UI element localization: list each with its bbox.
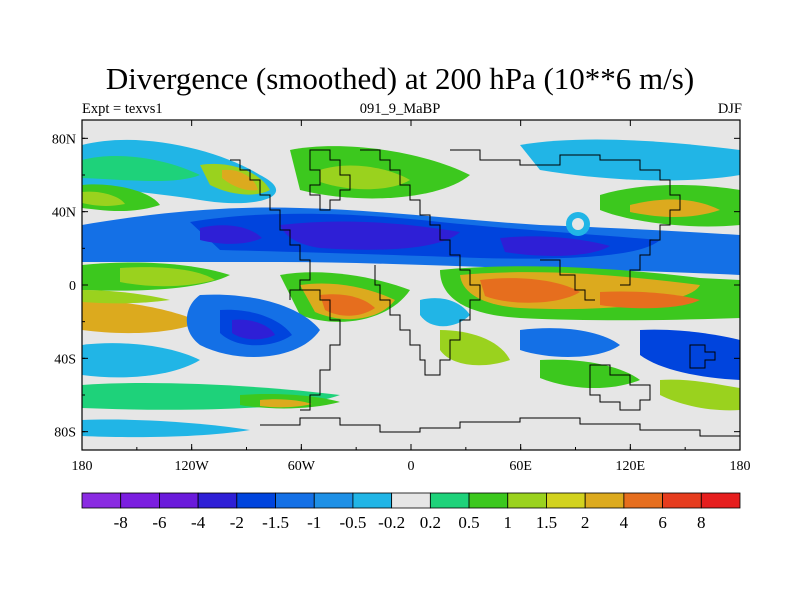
colorbar-swatch — [546, 492, 586, 509]
x-tick-label: 180 — [72, 459, 93, 474]
coastline-eurasia — [450, 149, 681, 286]
colorbar-level-label: -6 — [152, 513, 166, 532]
colorbar: -8 -6 -4 -2 -1.5 -1 -0.5 -0.2 0.2 0.5 1 1.5 2 4 6 8 — [81, 492, 741, 532]
colorbar-swatch — [662, 492, 702, 509]
contour-subtropical-max-a — [280, 221, 460, 250]
colorbar-level-label: 0.2 — [420, 513, 441, 532]
contour-maritime-red — [600, 291, 700, 309]
colorbar-level-label: 0.5 — [458, 513, 479, 532]
contour-north-pacific-green — [82, 155, 200, 182]
colorbar-level-label: 1.5 — [536, 513, 557, 532]
contour-south-pacific-yellow — [82, 290, 170, 304]
colorbar-level-label: -1 — [307, 513, 321, 532]
colorbar-swatch — [81, 492, 122, 509]
colorbar-level-label: -1.5 — [262, 513, 289, 532]
colorbar-level-label: 8 — [697, 513, 706, 532]
contour-pacific-eq-yellow — [120, 267, 215, 287]
x-tick-label: 60E — [509, 459, 532, 474]
colorbar-swatch — [468, 492, 509, 509]
contour-southern-ocean-orange — [260, 399, 312, 408]
contour-samerica-red — [320, 294, 375, 316]
experiment-label: Expt = texvs1 — [82, 101, 163, 117]
y-tick-label: 80N — [52, 132, 76, 147]
x-tick-label: 120W — [175, 459, 210, 474]
x-tick-label: 60W — [288, 459, 316, 474]
colorbar-level-label: -2 — [230, 513, 244, 532]
colorbar-swatch — [507, 492, 547, 509]
coastline-greenland — [309, 149, 351, 211]
contour-subtropical-max-b — [500, 236, 610, 256]
colorbar-level-label: 4 — [620, 513, 629, 532]
coastline-south-america — [300, 289, 341, 411]
colorbar-level-label: 1 — [504, 513, 513, 532]
contour-north-pacific-orange — [222, 169, 258, 191]
colorbar-swatch — [159, 492, 199, 509]
contour-southern-ocean-blue — [82, 343, 200, 378]
chart-title: Divergence (smoothed) at 200 hPa (10**6 … — [105, 61, 695, 96]
colorbar-swatch — [236, 492, 276, 509]
colorbar-level-label: -0.5 — [339, 513, 366, 532]
y-tick-label: 80S — [54, 426, 76, 441]
colorbar-level-label: -4 — [191, 513, 206, 532]
colorbar-level-label: -8 — [114, 513, 128, 532]
colorbar-swatch — [429, 492, 470, 509]
coastline-new-zealand — [689, 344, 716, 369]
contour-field — [82, 120, 740, 450]
coastline-africa-europe — [360, 149, 481, 376]
contour-far-west-yellow — [82, 191, 125, 206]
colorbar-level-label: 2 — [581, 513, 590, 532]
colorbar-swatch — [391, 492, 431, 509]
colorbar-level-label: -0.2 — [378, 513, 405, 532]
season-label: DJF — [717, 101, 742, 117]
contour-southeast-yellow — [660, 379, 740, 411]
colorbar-swatch — [584, 492, 625, 509]
coastline — [230, 149, 740, 437]
contour-subtropical-max-c — [200, 225, 262, 244]
x-tick-label: 120E — [616, 459, 646, 474]
colorbar-level-label: 6 — [658, 513, 667, 532]
contour-north-asia-orange — [630, 199, 720, 217]
contour-south-atlantic-yellow — [440, 330, 510, 366]
contour-indian-ocean-red — [480, 278, 580, 303]
coastline-north-america — [230, 159, 311, 300]
contour-asia-cell-inner — [572, 218, 584, 230]
y-tick-label: 40S — [54, 352, 76, 367]
coastline-antarctica — [260, 417, 740, 437]
case-label: 091_9_MaBP — [359, 101, 441, 117]
colorbar-swatch — [275, 492, 315, 509]
colorbar-swatch — [623, 492, 663, 509]
colorbar-swatch — [120, 492, 160, 509]
colorbar-swatch — [313, 492, 354, 509]
contour-south-pacific-max — [232, 319, 275, 340]
coastline-south-asia — [540, 259, 595, 301]
contour-southern-africa-blue — [420, 298, 470, 327]
colorbar-swatch — [700, 492, 741, 509]
contour-antarctic-blue — [82, 419, 250, 438]
x-tick-label: 180 — [730, 459, 751, 474]
y-tick-label: 40N — [52, 206, 76, 221]
coastline-australia — [589, 364, 651, 411]
colorbar-swatch — [352, 492, 393, 509]
contour-eurasia-north-yellow — [320, 165, 410, 190]
axis-ticks: 180 120W 60W 0 60E 120E 180 80N 40N 0 40S 80S — [52, 120, 751, 474]
contour-south-pacific-orange — [82, 300, 200, 334]
y-tick-label: 0 — [69, 279, 76, 294]
contour-south-indian-blue — [520, 328, 620, 357]
x-tick-label: 0 — [408, 459, 415, 474]
colorbar-swatch — [197, 492, 238, 509]
